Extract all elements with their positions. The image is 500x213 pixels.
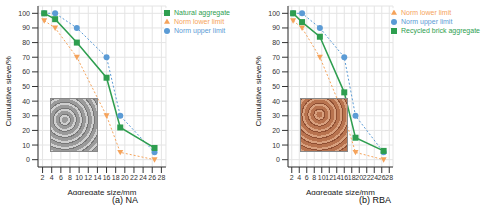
svg-text:0: 0	[26, 156, 30, 163]
svg-text:70: 70	[272, 54, 280, 61]
svg-text:8: 8	[68, 174, 72, 181]
html-text:Norm upper limit: Norm upper limit	[401, 18, 453, 25]
svg-text:80: 80	[272, 39, 280, 46]
svg-text:20: 20	[22, 127, 30, 134]
html-text:(b) RBA: (b) RBA	[359, 195, 391, 205]
svg-text:22: 22	[130, 174, 138, 181]
svg-text:90: 90	[272, 24, 280, 31]
svg-text:20: 20	[272, 127, 280, 134]
html-text:Natural aggregate: Natural aggregate	[174, 9, 230, 16]
svg-text:100: 100	[18, 10, 30, 17]
svg-text:8: 8	[312, 174, 316, 181]
svg-text:28: 28	[385, 174, 393, 181]
html-text:Norm lower limit: Norm lower limit	[401, 9, 452, 16]
svg-text:6: 6	[305, 174, 309, 181]
svg-text:60: 60	[22, 68, 30, 75]
svg-text:40: 40	[22, 98, 30, 105]
svg-text:30: 30	[22, 112, 30, 119]
svg-text:10: 10	[75, 174, 83, 181]
svg-text:Cumulative sieve/%: Cumulative sieve/%	[254, 56, 263, 126]
svg-text:2: 2	[290, 174, 294, 181]
svg-text:28: 28	[157, 174, 165, 181]
svg-text:100: 100	[268, 10, 280, 17]
svg-text:6: 6	[59, 174, 63, 181]
html-text:Norm lower limit: Norm lower limit	[174, 18, 225, 25]
html-text:Recycled brick aggregate: Recycled brick aggregate	[401, 27, 480, 34]
svg-text:Aggregate size/mm: Aggregate size/mm	[68, 188, 137, 195]
html-text:Norm upper limit: Norm upper limit	[174, 27, 226, 34]
svg-text:Aggregate size/mm: Aggregate size/mm	[306, 188, 375, 195]
svg-text:4: 4	[297, 174, 301, 181]
svg-text:4: 4	[50, 174, 54, 181]
svg-text:70: 70	[22, 54, 30, 61]
svg-text:40: 40	[272, 98, 280, 105]
svg-text:16: 16	[103, 174, 111, 181]
svg-text:50: 50	[22, 83, 30, 90]
svg-text:0: 0	[276, 156, 280, 163]
svg-text:30: 30	[272, 112, 280, 119]
svg-text:Cumulative sieve/%: Cumulative sieve/%	[8, 56, 13, 126]
svg-text:60: 60	[272, 68, 280, 75]
html-text:(a) NA: (a) NA	[112, 195, 138, 205]
svg-text:50: 50	[272, 83, 280, 90]
svg-text:12: 12	[84, 174, 92, 181]
svg-text:24: 24	[139, 174, 147, 181]
svg-text:26: 26	[148, 174, 156, 181]
svg-text:14: 14	[94, 174, 102, 181]
svg-text:20: 20	[121, 174, 129, 181]
svg-text:10: 10	[272, 142, 280, 149]
html-text:10 12 14 16 18 20 22 24 26: 10 12 14 16 18 20 22 24 26	[317, 174, 386, 181]
svg-text:18: 18	[112, 174, 120, 181]
svg-text:90: 90	[22, 24, 30, 31]
svg-text:2: 2	[41, 174, 45, 181]
svg-text:10: 10	[22, 142, 30, 149]
svg-text:80: 80	[22, 39, 30, 46]
